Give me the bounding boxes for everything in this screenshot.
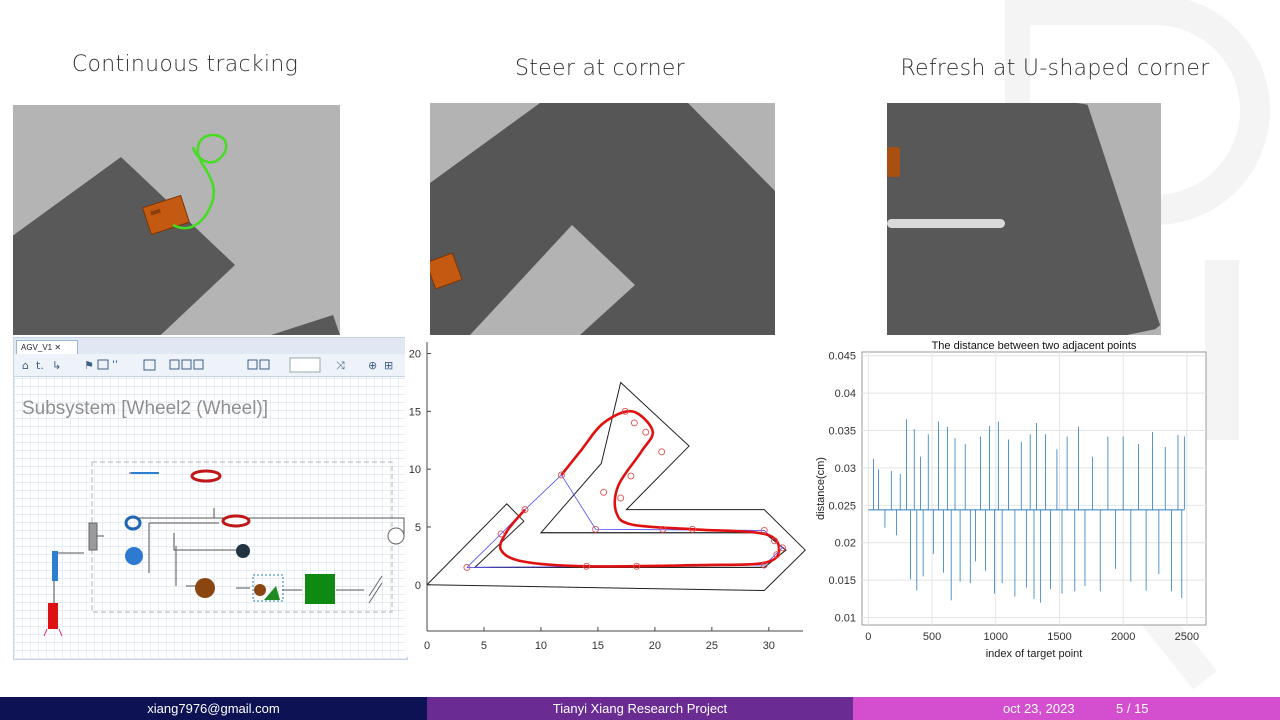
x-tick-label: 0 xyxy=(865,631,871,643)
y-tick-label: 0.015 xyxy=(828,575,856,587)
waypoint-marker xyxy=(658,448,666,456)
sim-view-steer-at-corner xyxy=(430,103,775,335)
waypoint-marker xyxy=(621,407,629,415)
waypoint-marker xyxy=(583,562,590,570)
y-tick-label: 5 xyxy=(415,522,421,534)
agv-vehicle-2 xyxy=(430,252,463,290)
waypoint-marker xyxy=(760,526,768,534)
distance-chart: 0 500 1000 1500 2000 2500 0.01 0.015 0.02 0.025 0.… xyxy=(815,340,1207,660)
waypoint-marker xyxy=(630,419,638,427)
waypoint-marker xyxy=(771,537,778,545)
sim-view-continuous-tracking xyxy=(13,105,340,335)
shuffle-icon: ⤨ xyxy=(336,359,345,372)
chart-title: The distance between two adjacent points xyxy=(932,340,1137,352)
caption-steer-at-corner: Steer at corner xyxy=(514,56,686,81)
path-tracking-chart: 0 5 10 15 20 25 30 0 5 10 15 20 xyxy=(405,337,810,657)
agv-vehicle xyxy=(142,194,190,236)
tracked-path xyxy=(498,409,781,568)
home-icon: ⌂ xyxy=(22,359,29,372)
arrow-icon: ↳ xyxy=(52,359,61,372)
signal-icon: ʹʹ xyxy=(112,359,118,372)
x-tick-label: 25 xyxy=(706,640,718,652)
zoom-in-icon: ⊕ xyxy=(368,359,377,372)
y-tick-label: 0.02 xyxy=(835,538,856,550)
x-tick-label: 2500 xyxy=(1175,631,1199,643)
x-tick-label: 5 xyxy=(481,640,487,652)
waypoint-marker xyxy=(617,494,625,502)
waypoint-marker xyxy=(521,506,529,514)
subsystem-title: Subsystem [Wheel2 (Wheel)] xyxy=(22,398,269,419)
y-tick-label: 0.04 xyxy=(835,388,856,400)
waypoint-marker xyxy=(642,428,650,436)
y-tick-label: 0 xyxy=(415,580,421,592)
x-tick-label: 10 xyxy=(535,640,547,652)
waypoint-marker xyxy=(760,561,768,569)
x-tick-label: 2000 xyxy=(1111,631,1135,643)
waypoint-polygon xyxy=(466,474,784,568)
waypoint-marker xyxy=(773,551,781,559)
waypoint-marker xyxy=(659,525,667,533)
footer-date: oct 23, 2023 xyxy=(1003,701,1075,716)
caption-refresh-u-corner: Refresh at U-shaped corner xyxy=(900,56,1210,81)
footer-email: xiang7976@gmail.com xyxy=(0,697,427,720)
x-tick-label: 30 xyxy=(763,640,775,652)
x-tick-label: 20 xyxy=(649,640,661,652)
waypoint-marker xyxy=(557,471,565,479)
y-tick-label: 0.025 xyxy=(828,500,856,512)
y-axis-label: distance(cm) xyxy=(815,457,827,520)
track-inner xyxy=(489,532,787,568)
block-diagram xyxy=(43,461,405,637)
x-tick-label: 0 xyxy=(424,640,430,652)
waypoint-marker xyxy=(497,530,505,538)
x-tick-label: 500 xyxy=(923,631,941,643)
y-tick-label: 0.01 xyxy=(835,613,856,625)
sensor-blocks xyxy=(43,469,405,637)
footer-page: 5 / 15 xyxy=(1116,701,1149,716)
y-tick-label: 0.03 xyxy=(835,463,856,475)
waypoint-marker xyxy=(779,544,786,552)
waypoint-marker xyxy=(633,562,641,570)
simulink-toolbar: ⌂ t. ↳ ⚑ ʹʹ ⤨ ⊕ ⊞ xyxy=(14,354,407,377)
waypoint-marker xyxy=(463,563,471,571)
waypoint-marker xyxy=(592,525,600,533)
x-axis-label: index of target point xyxy=(986,648,1083,660)
y-tick-label: 10 xyxy=(409,464,421,476)
y-tick-label: 0.035 xyxy=(828,426,856,438)
caption-continuous-tracking: Continuous tracking xyxy=(71,52,299,77)
waypoint-marker xyxy=(600,488,608,496)
waypoint-marker xyxy=(627,472,635,480)
footer-date-page: oct 23, 2023 5 / 15 xyxy=(853,697,1280,720)
up-icon: t. xyxy=(36,359,44,372)
x-tick-label: 15 xyxy=(592,640,604,652)
waypoint-marker xyxy=(689,525,696,533)
sim-view-refresh-u-corner xyxy=(887,103,1161,335)
library-icon: ⚑ xyxy=(84,359,94,372)
simulink-editor[interactable]: AGV_V1 ✕ ⌂ t. ↳ ⚑ ʹʹ ⤨ ⊕ ⊞ Subsy xyxy=(13,337,408,660)
close-icon[interactable]: ✕ xyxy=(54,343,62,352)
y-tick-label: 0.045 xyxy=(828,351,856,363)
footer-project: Tianyi Xiang Research Project xyxy=(427,697,853,720)
y-tick-label: 15 xyxy=(409,406,421,418)
y-tick-label: 20 xyxy=(409,349,421,361)
zoom-icon: ⊞ xyxy=(384,359,393,372)
x-tick-label: 1500 xyxy=(1047,631,1071,643)
x-tick-label: 1000 xyxy=(984,631,1008,643)
